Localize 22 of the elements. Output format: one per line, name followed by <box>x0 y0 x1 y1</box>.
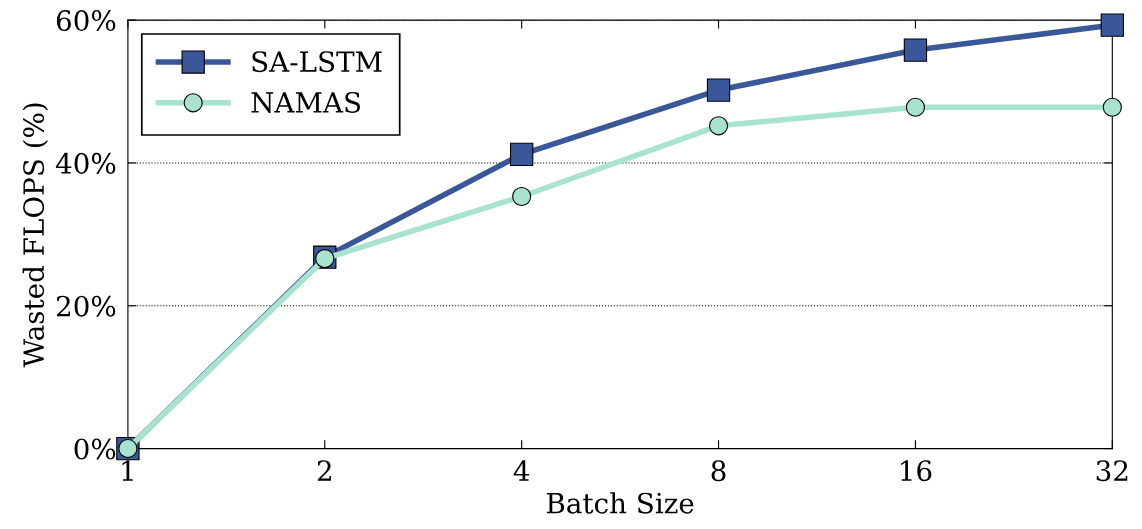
legend-label: SA-LSTM <box>252 51 382 73</box>
x-tick-label: 32 <box>1096 460 1128 482</box>
y-axis-title: Wasted FLOPS (%) <box>22 103 49 368</box>
x-tick-label: 2 <box>317 460 331 481</box>
point <box>708 116 729 136</box>
point <box>509 142 534 167</box>
x-axis-title: Batch Size <box>546 492 694 514</box>
point <box>1102 97 1122 117</box>
x-tick-label: 16 <box>901 460 932 482</box>
x-tick-label: 4 <box>513 460 530 481</box>
legend-label: NAMAS <box>251 91 360 113</box>
point <box>706 78 731 102</box>
y-tick-label: 0% <box>74 438 116 460</box>
point <box>905 97 926 117</box>
point <box>1100 13 1124 37</box>
y-tick-label: 60% <box>56 10 116 32</box>
x-tick-label: 1 <box>122 460 133 481</box>
x-tick-label: 8 <box>711 460 726 482</box>
point <box>512 186 532 207</box>
y-tick-label: 20% <box>56 295 116 317</box>
y-tick-label: 40% <box>55 152 116 174</box>
point <box>903 38 928 62</box>
